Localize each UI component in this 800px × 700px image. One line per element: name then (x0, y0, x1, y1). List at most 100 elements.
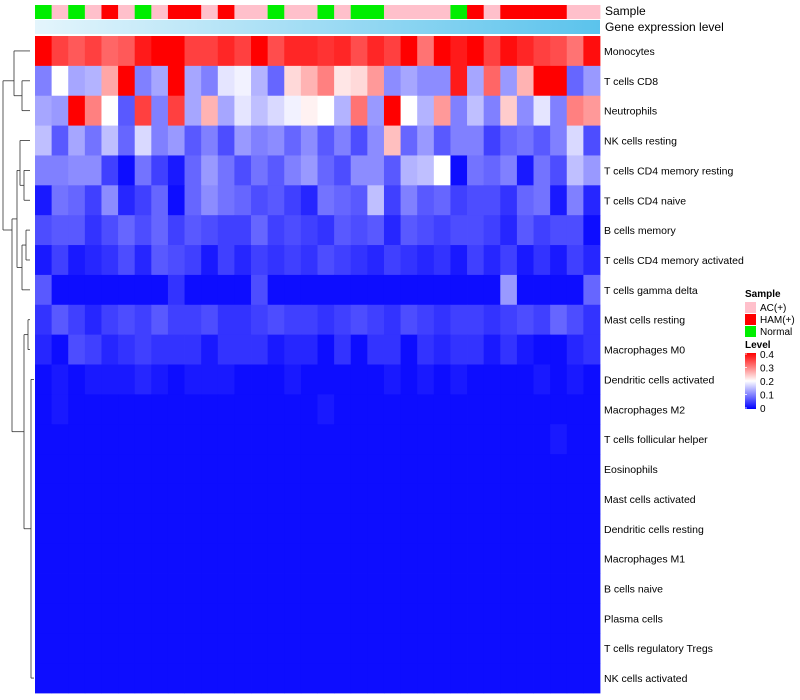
heatmap-cell (516, 483, 534, 515)
sample-annotation-cell (201, 5, 219, 19)
heatmap-cell (500, 95, 518, 126)
heatmap-cell (251, 633, 269, 664)
heatmap-cell (550, 633, 568, 664)
heatmap-cell (417, 155, 435, 186)
heatmap-cell (101, 513, 119, 545)
heatmap-cell (350, 394, 368, 425)
row-label: T cells CD4 naive (604, 195, 686, 207)
heatmap-cell (251, 36, 269, 67)
heatmap-cell (583, 274, 601, 306)
heatmap-cell (383, 424, 401, 455)
heatmap-cell (201, 215, 219, 246)
heatmap-cell (35, 364, 53, 395)
heatmap-cell (234, 95, 252, 126)
heatmap-cell (533, 573, 551, 604)
heatmap-cell (533, 603, 551, 634)
heatmap-cell (151, 334, 169, 365)
heatmap-cell (566, 65, 584, 97)
heatmap-cell (51, 274, 69, 306)
heatmap-cell (151, 274, 169, 306)
heatmap-cell (516, 155, 534, 186)
heatmap-cell (267, 155, 285, 186)
heatmap-cell (500, 663, 518, 694)
heatmap-cell (51, 573, 69, 604)
heatmap-cell (35, 334, 53, 365)
sample-annotation-cell (51, 5, 69, 19)
row-label: Macrophages M2 (604, 404, 685, 416)
heatmap-cell (284, 304, 302, 336)
heatmap-cell (151, 424, 169, 455)
sample-annotation-cell (151, 5, 169, 19)
heatmap-cell (433, 513, 451, 545)
heatmap-cell (550, 245, 568, 276)
heatmap-cell (317, 36, 335, 67)
heatmap-cell (167, 663, 185, 694)
heatmap-cell (383, 543, 401, 574)
heatmap-cell (134, 543, 152, 574)
heatmap-cell (566, 245, 584, 276)
heatmap-cell (84, 633, 102, 664)
sample-annotation-cell (533, 5, 551, 19)
heatmap-cell (68, 125, 86, 156)
heatmap-cell (300, 95, 318, 126)
heatmap-cell (84, 543, 102, 574)
heatmap-cell (417, 454, 435, 485)
heatmap-cell (101, 483, 119, 515)
heatmap-cell (350, 304, 368, 336)
heatmap-cell (134, 125, 152, 156)
heatmap-cell (134, 424, 152, 455)
heatmap-cell (383, 304, 401, 336)
heatmap-cell (566, 663, 584, 694)
heatmap-cell (284, 65, 302, 97)
heatmap-cell (234, 65, 252, 97)
heatmap-cell (450, 65, 468, 97)
heatmap-cell (550, 543, 568, 574)
heatmap-cell (334, 215, 352, 246)
heatmap-cell (566, 454, 584, 485)
row-label: Macrophages M0 (604, 345, 685, 357)
heatmap-cell (300, 215, 318, 246)
heatmap-cell (134, 274, 152, 306)
heatmap-cell (334, 36, 352, 67)
heatmap-cell (566, 95, 584, 126)
heatmap-cell (217, 483, 235, 515)
heatmap-cell (433, 334, 451, 365)
heatmap-cell (201, 245, 219, 276)
row-labels: Monocytes T cells CD8 Neutrophils NK cells … (604, 46, 744, 685)
heatmap-cell (483, 633, 501, 664)
heatmap-cell (84, 185, 102, 216)
heatmap-cell (84, 215, 102, 246)
heatmap-cell (550, 513, 568, 545)
heatmap-cell (483, 483, 501, 515)
heatmap-cell (234, 424, 252, 455)
heatmap-cell (184, 573, 202, 604)
heatmap-cell (500, 215, 518, 246)
heatmap-cell (118, 304, 136, 336)
heatmap-cell (483, 394, 501, 425)
heatmap-cell (151, 364, 169, 395)
heatmap-cell (583, 483, 601, 515)
heatmap-cell (433, 454, 451, 485)
heatmap-cell (151, 215, 169, 246)
heatmap-cell (417, 633, 435, 664)
heatmap-cell (167, 125, 185, 156)
heatmap-cell (300, 36, 318, 67)
heatmap-cell (467, 274, 485, 306)
heatmap-cell (68, 95, 86, 126)
heatmap-cell (51, 424, 69, 455)
heatmap-cell (134, 155, 152, 186)
heatmap-cell (151, 245, 169, 276)
row-label: Mast cells resting (604, 315, 685, 327)
heatmap-cell (334, 364, 352, 395)
heatmap-cell (68, 603, 86, 634)
heatmap-cell (317, 543, 335, 574)
heatmap-cell (118, 274, 136, 306)
heatmap-cell (267, 573, 285, 604)
heatmap-cell (35, 603, 53, 634)
heatmap-cell (151, 394, 169, 425)
heatmap-cell (550, 274, 568, 306)
heatmap-cell (516, 364, 534, 395)
heatmap-cell (533, 394, 551, 425)
heatmap-cell (167, 454, 185, 485)
heatmap-cell (350, 603, 368, 634)
